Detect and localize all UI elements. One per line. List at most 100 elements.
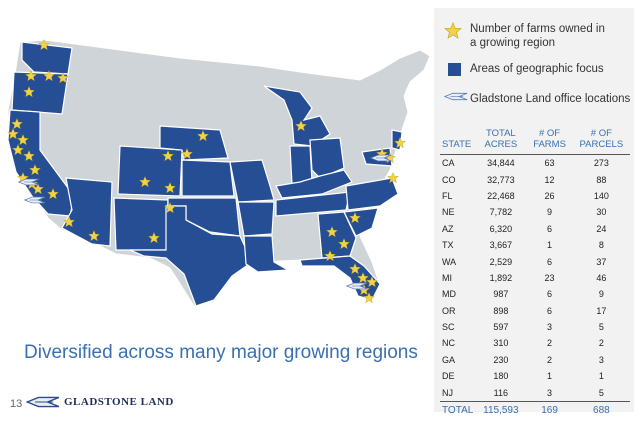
legend-focus: Areas of geographic focus [444,62,604,76]
cell-parcels: 3 [598,354,604,365]
cell-state: CO [442,174,456,185]
col-state-header: STATE [440,126,476,155]
cell-parcels: 5 [598,387,604,398]
table-row: CO 32,773 12 88 [440,171,630,187]
cell-farms: 12 [544,174,555,185]
cell-acres: 230 [493,354,509,365]
state-nm [113,197,169,251]
cell-parcels: 1 [598,371,604,382]
table-row: SC 597 3 5 [440,319,630,335]
legend-farms-label: Number of farms owned in a growing regio… [470,23,605,49]
table-row: NJ 116 3 5 [440,384,630,401]
cell-parcels: 17 [596,305,607,316]
state-mi [263,85,331,147]
state-az [61,177,113,247]
cell-parcels: 46 [596,272,607,283]
col-parcels-header: # OF PARCELS [572,126,630,155]
page-number: 13 [10,398,23,410]
table-row: OR 898 6 17 [440,303,630,319]
cell-parcels: 5 [598,322,604,333]
gladstone-logo: GLADSTONE LAND [26,396,174,408]
cell-farms: 63 [544,158,555,169]
cell-state: AZ [442,223,454,234]
table-row: NE 7,782 9 30 [440,204,630,220]
table-header-row: STATE TOTAL ACRES # OF FARMS # OF PARCEL… [440,126,630,155]
cell-state: MD [442,289,456,300]
cell-farms: 1 [547,240,553,251]
us-map [7,39,431,307]
state-tn [275,191,351,217]
gladstone-logo-icon [26,396,60,408]
total-acres: 115,593 [475,400,527,419]
cell-acres: 7,782 [489,207,513,218]
cell-parcels: 8 [598,240,604,251]
slide-caption: Diversified across many major growing re… [24,342,418,363]
table-row: MI 1,892 23 46 [440,270,630,286]
cell-acres: 180 [493,371,509,382]
cell-parcels: 24 [596,223,607,234]
logo-text: GLADSTONE LAND [64,396,174,408]
state-ca [7,109,75,217]
cell-parcels: 2 [598,338,604,349]
table-row: TX 3,667 1 8 [440,237,630,253]
table-row: NC 310 2 2 [440,335,630,351]
cell-state: GA [442,354,456,365]
state-or [11,71,69,115]
cell-farms: 1 [547,371,553,382]
state-nc [345,177,399,211]
cell-acres: 597 [493,322,509,333]
cell-parcels: 9 [598,289,604,300]
cell-state: NJ [442,387,453,398]
legend-farms: Number of farms owned in a growing regio… [444,22,610,50]
state-tx [129,205,253,307]
cell-state: TX [442,240,454,251]
state-ks [181,159,235,197]
cell-parcels: 30 [596,207,607,218]
table-row: FL 22,468 26 140 [440,188,630,204]
cell-state: WA [442,256,457,267]
cell-acres: 116 [493,387,509,398]
cell-farms: 2 [547,338,553,349]
cell-farms: 6 [547,289,553,300]
cell-state: DE [442,371,455,382]
table-total-row: TOTAL 115,593 169 688 [440,400,630,419]
cell-acres: 310 [493,338,509,349]
legend-focus-label: Areas of geographic focus [470,63,604,75]
cell-state: OR [442,305,456,316]
focus-square-icon [448,63,461,76]
table-row: CA 34,844 63 273 [440,155,630,172]
state-in [289,145,313,185]
cell-acres: 2,529 [489,256,513,267]
cell-state: SC [442,322,455,333]
legend-office-label: Gladstone Land office locations [470,93,631,105]
table-row: WA 2,529 6 37 [440,253,630,269]
cell-acres: 3,667 [489,240,513,251]
cell-parcels: 140 [593,190,609,201]
legend-office: Gladstone Land office locations [444,92,630,106]
state-mo [229,159,275,203]
cell-state: CA [442,158,455,169]
star-icon [444,22,470,40]
cell-acres: 22,468 [487,190,515,201]
state-ky [275,169,353,199]
state-ar [237,201,275,237]
col-farms-header: # OF FARMS [526,126,573,155]
cell-acres: 32,773 [487,174,515,185]
cell-farms: 2 [547,354,553,365]
total-parcels: 688 [572,400,630,419]
legend-panel: Number of farms owned in a growing regio… [434,8,634,419]
table-row: MD 987 6 9 [440,286,630,302]
office-location-icon [444,92,470,101]
cell-parcels: 37 [596,256,607,267]
state-la [243,235,291,273]
cell-farms: 6 [547,223,553,234]
cell-acres: 987 [493,289,509,300]
cell-acres: 6,320 [489,223,513,234]
cell-farms: 3 [547,387,553,398]
cell-farms: 3 [547,322,553,333]
table-row: AZ 6,320 6 24 [440,221,630,237]
cell-state: NC [442,338,455,349]
cell-acres: 898 [493,305,509,316]
table-row: DE 180 1 1 [440,368,630,384]
total-farms: 169 [526,400,573,419]
